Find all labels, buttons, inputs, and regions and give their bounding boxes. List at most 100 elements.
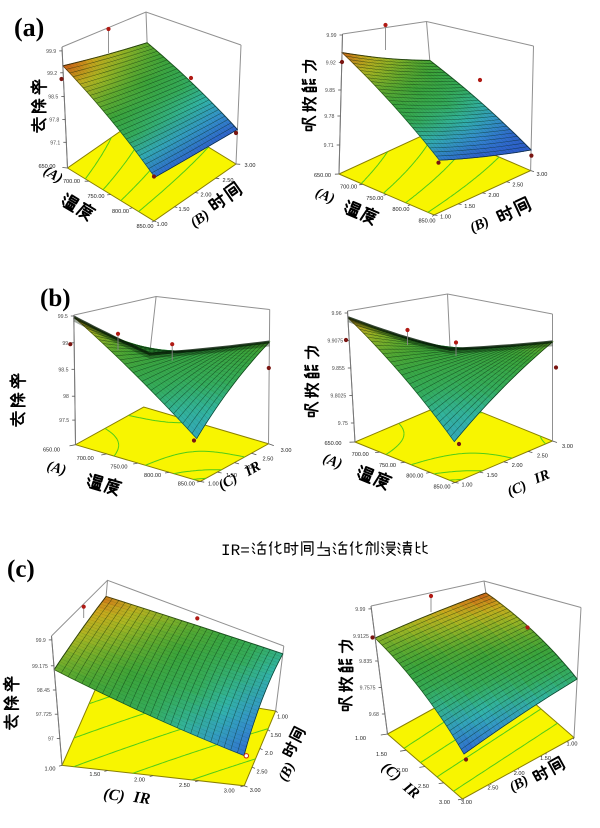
svg-text:9.9125: 9.9125 bbox=[353, 634, 369, 640]
svg-text:(B): (B) bbox=[507, 772, 532, 795]
svg-text:(B): (B) bbox=[467, 214, 491, 237]
svg-text:1.00: 1.00 bbox=[45, 766, 56, 772]
svg-text:2.50: 2.50 bbox=[487, 785, 498, 791]
svg-text:2.00: 2.00 bbox=[201, 193, 212, 199]
svg-text:(B): (B) bbox=[275, 760, 298, 784]
svg-text:IR: IR bbox=[132, 789, 152, 808]
svg-text:750.00: 750.00 bbox=[87, 194, 104, 200]
svg-text:3.00: 3.00 bbox=[562, 444, 573, 450]
svg-text:2.00: 2.00 bbox=[514, 771, 525, 777]
svg-text:700.00: 700.00 bbox=[77, 456, 94, 462]
svg-text:(b): (b) bbox=[40, 285, 71, 312]
svg-text:750.00: 750.00 bbox=[366, 196, 383, 202]
svg-text:9.96: 9.96 bbox=[331, 311, 341, 317]
svg-text:9.7575: 9.7575 bbox=[360, 686, 376, 692]
svg-text:1.00: 1.00 bbox=[277, 715, 288, 721]
svg-text:9.99: 9.99 bbox=[326, 33, 336, 39]
svg-text:3.00: 3.00 bbox=[245, 163, 256, 169]
svg-text:2.50: 2.50 bbox=[512, 183, 523, 189]
svg-text:850.00: 850.00 bbox=[178, 482, 195, 488]
svg-text:2.50: 2.50 bbox=[179, 783, 190, 789]
svg-text:2.50: 2.50 bbox=[223, 178, 234, 184]
svg-text:99.175: 99.175 bbox=[32, 664, 48, 670]
svg-text:650.00: 650.00 bbox=[43, 448, 60, 454]
svg-text:3.00: 3.00 bbox=[250, 788, 261, 794]
svg-text:99.5: 99.5 bbox=[58, 314, 68, 320]
svg-text:2.00: 2.00 bbox=[244, 465, 255, 471]
svg-text:9.85: 9.85 bbox=[325, 88, 335, 94]
svg-text:1.00: 1.00 bbox=[462, 483, 473, 489]
svg-text:9.8025: 9.8025 bbox=[330, 394, 346, 400]
svg-text:3.00: 3.00 bbox=[536, 172, 547, 178]
svg-text:9.9075: 9.9075 bbox=[327, 339, 343, 345]
svg-text:1.50: 1.50 bbox=[487, 473, 498, 479]
svg-text:97.8: 97.8 bbox=[49, 118, 59, 124]
svg-text:1.50: 1.50 bbox=[89, 772, 100, 778]
svg-text:97.725: 97.725 bbox=[36, 712, 52, 718]
svg-text:97.5: 97.5 bbox=[59, 418, 69, 424]
svg-text:1.50: 1.50 bbox=[270, 733, 281, 739]
svg-text:2.00: 2.00 bbox=[488, 193, 499, 199]
svg-text:3.00: 3.00 bbox=[224, 788, 235, 794]
svg-text:1.50: 1.50 bbox=[464, 204, 475, 210]
svg-text:9.78: 9.78 bbox=[324, 114, 334, 120]
svg-text:9.92: 9.92 bbox=[326, 61, 336, 67]
svg-text:97: 97 bbox=[48, 737, 54, 743]
svg-text:1.50: 1.50 bbox=[540, 756, 551, 762]
svg-text:IR: IR bbox=[399, 779, 422, 802]
svg-text:99.2: 99.2 bbox=[47, 71, 57, 77]
svg-text:2.50: 2.50 bbox=[537, 454, 548, 460]
svg-text:2.50: 2.50 bbox=[418, 784, 429, 790]
svg-text:99.9: 99.9 bbox=[46, 49, 56, 55]
svg-text:2.0: 2.0 bbox=[265, 751, 273, 757]
svg-text:700.00: 700.00 bbox=[63, 179, 80, 185]
svg-text:800.00: 800.00 bbox=[406, 474, 423, 480]
svg-text:98.5: 98.5 bbox=[58, 367, 68, 373]
svg-text:2.50: 2.50 bbox=[262, 456, 273, 462]
svg-text:(C): (C) bbox=[505, 478, 529, 500]
svg-text:9.835: 9.835 bbox=[359, 659, 372, 665]
svg-text:98.45: 98.45 bbox=[37, 688, 50, 694]
svg-text:97.1: 97.1 bbox=[50, 140, 60, 146]
svg-text:(A): (A) bbox=[313, 185, 337, 207]
svg-text:850.00: 850.00 bbox=[433, 485, 450, 491]
svg-text:98: 98 bbox=[63, 394, 69, 400]
svg-text:(C): (C) bbox=[378, 759, 404, 784]
svg-text:9.99: 9.99 bbox=[355, 607, 365, 613]
svg-text:9.68: 9.68 bbox=[369, 712, 379, 718]
svg-text:2.00: 2.00 bbox=[397, 768, 408, 774]
svg-text:1.00: 1.00 bbox=[440, 215, 451, 221]
svg-text:800.00: 800.00 bbox=[144, 473, 161, 479]
svg-text:1.00: 1.00 bbox=[355, 736, 366, 742]
svg-text:1.00: 1.00 bbox=[208, 482, 219, 488]
svg-text:(A): (A) bbox=[45, 458, 68, 479]
svg-text:IR=: IR= bbox=[221, 542, 250, 560]
svg-text:98.5: 98.5 bbox=[48, 95, 58, 101]
svg-text:800.00: 800.00 bbox=[392, 207, 409, 213]
svg-text:2.00: 2.00 bbox=[512, 463, 523, 469]
svg-text:(C): (C) bbox=[102, 786, 125, 805]
svg-text:850.00: 850.00 bbox=[418, 219, 435, 225]
svg-text:(B): (B) bbox=[187, 207, 212, 231]
svg-text:1.00: 1.00 bbox=[157, 222, 168, 228]
svg-text:99.9: 99.9 bbox=[36, 638, 46, 644]
svg-text:1.50: 1.50 bbox=[376, 752, 387, 758]
svg-text:700.00: 700.00 bbox=[352, 452, 369, 458]
svg-text:800.00: 800.00 bbox=[112, 209, 129, 215]
svg-text:1.50: 1.50 bbox=[179, 207, 190, 213]
svg-text:1.50: 1.50 bbox=[226, 473, 237, 479]
svg-text:(c): (c) bbox=[7, 556, 35, 583]
svg-text:9.71: 9.71 bbox=[324, 143, 334, 149]
svg-text:700.00: 700.00 bbox=[340, 184, 357, 190]
svg-text:9.75: 9.75 bbox=[338, 421, 348, 427]
svg-text:750.00: 750.00 bbox=[110, 465, 127, 471]
svg-text:650.00: 650.00 bbox=[324, 441, 341, 447]
svg-text:IR: IR bbox=[531, 467, 553, 488]
svg-text:3.00: 3.00 bbox=[281, 448, 292, 454]
svg-text:650.00: 650.00 bbox=[314, 173, 331, 179]
svg-text:(a): (a) bbox=[14, 13, 44, 42]
svg-text:750.00: 750.00 bbox=[379, 463, 396, 469]
svg-text:2.00: 2.00 bbox=[134, 777, 145, 783]
svg-text:(A): (A) bbox=[321, 450, 345, 472]
svg-text:IR: IR bbox=[242, 458, 264, 480]
